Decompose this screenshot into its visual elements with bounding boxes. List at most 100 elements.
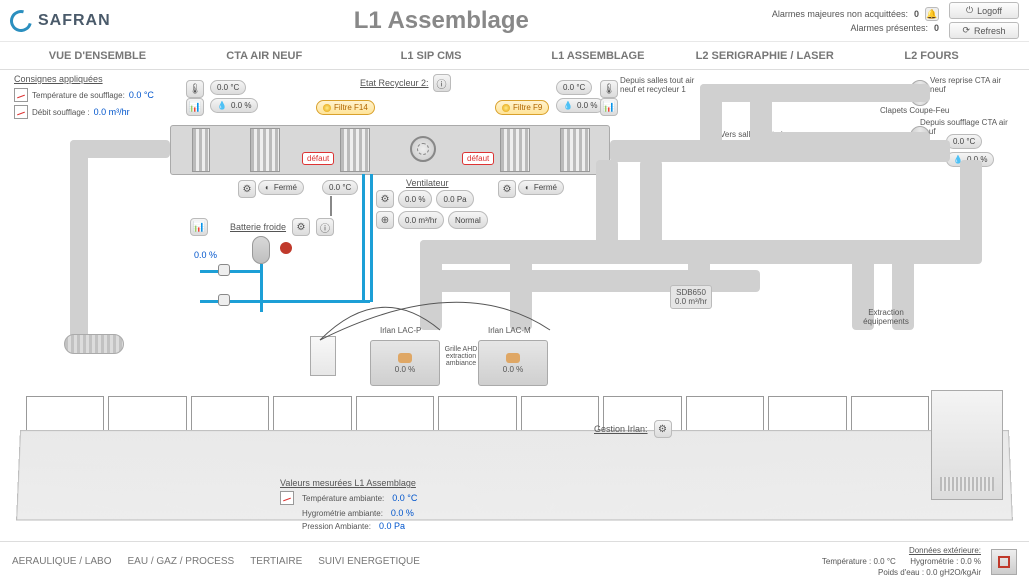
floor-slab <box>16 430 1013 520</box>
valve-icon <box>218 264 230 276</box>
batterie-froide: Batterie froide ⚙ ⓘ <box>230 218 334 236</box>
ferme-pill-1: ◐ Fermé <box>258 180 304 195</box>
ventilateur-title: Ventilateur <box>406 178 488 188</box>
nav-cta[interactable]: CTA AIR NEUF <box>181 44 348 68</box>
recycler-status: Etat Recycleur 2: ⓘ <box>360 74 451 92</box>
vent-pct: 0.0 % <box>398 190 432 208</box>
gauge-icon[interactable]: 🌡 <box>600 80 618 98</box>
ventilateur-panel: Ventilateur ⚙ 0.0 % 0.0 Pa ⊕ 0.0 m³/hr N… <box>376 178 488 229</box>
window <box>438 396 516 434</box>
gauge-icon[interactable]: 📊 <box>190 218 208 236</box>
sdb-flow: 0.0 m³/hr <box>675 297 707 306</box>
logoff-button[interactable]: ⏻ Logoff <box>949 2 1019 19</box>
water-pipe <box>370 174 373 302</box>
consignes-panel: Consignes appliquées Température de souf… <box>14 74 154 122</box>
label-vers-reprise: Vers reprise CTA air neuf <box>930 76 1010 94</box>
label-depuis1: Depuis salles tout air neuf et recycleur… <box>620 76 700 94</box>
filter-section <box>250 128 280 172</box>
gestion-irlan-label: Gestion Irlan: <box>594 424 648 434</box>
nav-serigraphie[interactable]: L2 SERIGRAPHIE / LASER <box>681 44 848 68</box>
swirl-icon <box>6 5 36 35</box>
footer-ext-data: Données extérieure: Température : 0.0 °C… <box>822 545 981 578</box>
vent-pct-p: 0.0 % <box>395 365 415 374</box>
duct-drop <box>510 240 532 330</box>
nav-sip[interactable]: L1 SIP CMS <box>348 44 515 68</box>
extraction-label: Extraction équipements <box>856 308 916 326</box>
temp-pill-right: 0.0 °C <box>946 134 982 149</box>
val-hygro-label: Hygrométrie ambiante: <box>302 509 383 518</box>
footer-tertiaire[interactable]: TERTIAIRE <box>250 556 302 567</box>
gauge-icon[interactable]: ⚙ <box>376 190 394 208</box>
footer-suivi[interactable]: SUIVI ENERGETIQUE <box>318 556 420 567</box>
consigne-debit-val: 0.0 m³/hr <box>94 107 130 117</box>
window <box>521 396 599 434</box>
gauge-icon[interactable]: 📊 <box>186 98 204 116</box>
label-clapets-cf: Clapets Coupe-Feu <box>880 106 949 115</box>
room-floor <box>20 390 1009 520</box>
ext-temp-label: Température : <box>822 557 871 566</box>
val-hygro: 0.0 % <box>391 508 414 518</box>
nav-fours[interactable]: L2 FOURS <box>848 44 1015 68</box>
window <box>356 396 434 434</box>
trend-icon[interactable] <box>14 88 28 102</box>
sensor-line <box>330 196 332 216</box>
vent-mode: Normal <box>448 211 488 229</box>
gauge-icon[interactable]: ⚙ <box>292 218 310 236</box>
alarm-major-label: Alarmes majeures non acquittées: <box>772 7 908 21</box>
pct-pill-1: 💧 0.0 % <box>210 98 258 113</box>
alarm-present-count: 0 <box>934 21 939 35</box>
main-nav: VUE D'ENSEMBLE CTA AIR NEUF L1 SIP CMS L… <box>0 42 1029 70</box>
ext-poids-val: 0.0 gH2O/kgAir <box>926 568 981 577</box>
duct <box>960 160 982 264</box>
info-icon[interactable]: ⓘ <box>316 218 334 236</box>
alarm-summary: Alarmes majeures non acquittées: 0 🔔 Ala… <box>772 7 939 35</box>
gauge-icon[interactable]: ⊕ <box>376 211 394 229</box>
info-icon[interactable]: ⓘ <box>433 74 451 92</box>
gauge-icon[interactable]: ⚙ <box>498 180 516 198</box>
nav-assemblage[interactable]: L1 ASSEMBLAGE <box>514 44 681 68</box>
temp-pill-1: 0.0 °C <box>210 80 246 95</box>
gauge-icon[interactable]: 🌡 <box>186 80 204 98</box>
sdb-label: SDB650 <box>675 288 707 297</box>
filter-section <box>192 128 210 172</box>
window-row <box>26 390 929 434</box>
temp-pill-3: 0.0 °C <box>322 180 358 195</box>
bell-icon[interactable]: 🔔 <box>925 7 939 21</box>
window <box>108 396 186 434</box>
duct-drop <box>420 240 442 330</box>
footer-nav: AERAULIQUE / LABO EAU / GAZ / PROCESS TE… <box>12 556 420 567</box>
trend-icon[interactable] <box>14 105 28 119</box>
hvac-diagram: Consignes appliquées Température de souf… <box>0 70 1029 525</box>
brand-logo: SAFRAN <box>10 10 111 32</box>
sdb-box: SDB650 0.0 m³/hr <box>670 285 712 309</box>
filtre-f9-tag: Filtre F9 <box>495 100 549 115</box>
brand-text: SAFRAN <box>38 12 111 30</box>
refresh-button[interactable]: ⟳ Refresh <box>949 22 1019 39</box>
vendor-logo <box>991 549 1017 575</box>
duct <box>640 160 662 260</box>
alarm-present-label: Alarmes présentes: <box>850 21 928 35</box>
batterie-pct: 0.0 % <box>194 250 217 260</box>
gestion-irlan: Gestion Irlan: ⚙ <box>594 420 672 438</box>
ferme-pill-2: ◐ Fermé <box>518 180 564 195</box>
valve-icon <box>218 294 230 306</box>
footer-eau[interactable]: EAU / GAZ / PROCESS <box>127 556 234 567</box>
val-press: 0.0 Pa <box>379 521 405 531</box>
window <box>26 396 104 434</box>
vent-flow: 0.0 m³/hr <box>398 211 444 229</box>
footer-aero[interactable]: AERAULIQUE / LABO <box>12 556 111 567</box>
irlan-p-label: Irlan LAC-P <box>380 326 421 335</box>
trend-icon[interactable] <box>280 491 294 505</box>
valeurs-panel: Valeurs mesurées L1 Assemblage Températu… <box>280 478 417 531</box>
vent-pct-m: 0.0 % <box>503 365 523 374</box>
fault-defaut2: défaut <box>462 152 494 165</box>
gauge-icon[interactable]: ⚙ <box>238 180 256 198</box>
gauge-icon[interactable]: 📊 <box>600 98 618 116</box>
val-temp: 0.0 °C <box>392 493 417 503</box>
gear-icon[interactable]: ⚙ <box>654 420 672 438</box>
window <box>768 396 846 434</box>
batterie-title: Batterie froide <box>230 222 286 232</box>
header-buttons: ⏻ Logoff ⟳ Refresh <box>949 2 1019 39</box>
nav-overview[interactable]: VUE D'ENSEMBLE <box>14 44 181 68</box>
consigne-temp-val: 0.0 °C <box>129 90 154 100</box>
